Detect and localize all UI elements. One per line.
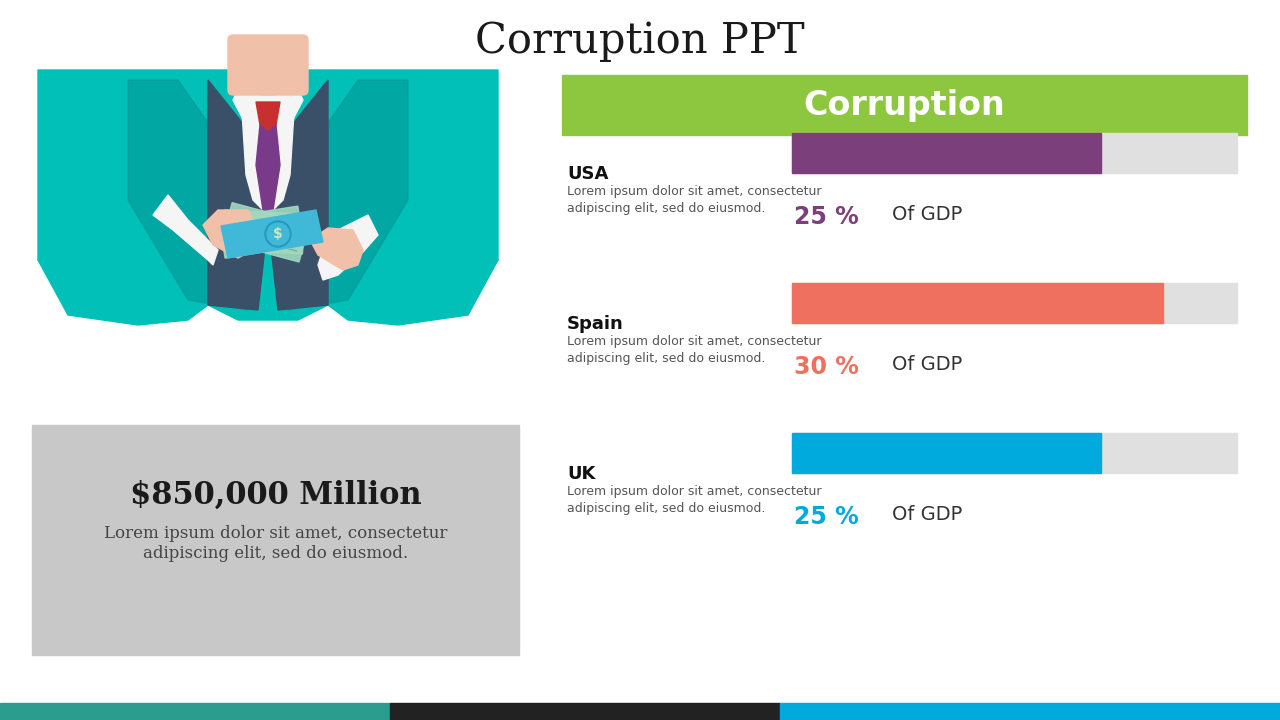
Circle shape bbox=[265, 221, 291, 247]
Text: Of GDP: Of GDP bbox=[892, 505, 963, 524]
Polygon shape bbox=[204, 210, 259, 258]
Polygon shape bbox=[128, 80, 248, 310]
Text: $850,000 Million: $850,000 Million bbox=[129, 480, 421, 511]
Bar bbox=[562, 75, 1247, 135]
Text: 30 %: 30 % bbox=[794, 355, 859, 379]
Bar bbox=[792, 433, 1101, 473]
Polygon shape bbox=[310, 228, 364, 270]
Polygon shape bbox=[233, 85, 268, 140]
Text: Of GDP: Of GDP bbox=[892, 205, 963, 224]
Polygon shape bbox=[262, 80, 328, 310]
Text: Of GDP: Of GDP bbox=[892, 355, 963, 374]
FancyBboxPatch shape bbox=[228, 35, 308, 95]
Bar bbox=[792, 433, 1236, 473]
Polygon shape bbox=[154, 195, 218, 265]
Text: Lorem ipsum dolor sit amet, consectetur
adipiscing elit, sed do eiusmod.: Lorem ipsum dolor sit amet, consectetur … bbox=[567, 335, 822, 365]
Bar bbox=[780, 703, 1280, 720]
Polygon shape bbox=[268, 85, 303, 140]
Bar bbox=[0, 703, 390, 720]
Polygon shape bbox=[221, 202, 310, 262]
Bar bbox=[792, 283, 1236, 323]
Bar bbox=[792, 133, 1101, 173]
Polygon shape bbox=[328, 260, 498, 325]
Text: USA: USA bbox=[567, 165, 608, 183]
Polygon shape bbox=[317, 215, 378, 280]
Bar bbox=[390, 703, 780, 720]
Polygon shape bbox=[219, 206, 305, 258]
Text: $: $ bbox=[273, 227, 283, 241]
Text: Corruption: Corruption bbox=[804, 89, 1005, 122]
Polygon shape bbox=[38, 70, 498, 320]
Text: Lorem ipsum dolor sit amet, consectetur
adipiscing elit, sed do eiusmod.: Lorem ipsum dolor sit amet, consectetur … bbox=[567, 485, 822, 515]
Polygon shape bbox=[241, 80, 296, 215]
Polygon shape bbox=[221, 210, 323, 258]
Ellipse shape bbox=[233, 55, 303, 95]
Text: Corruption PPT: Corruption PPT bbox=[475, 20, 805, 62]
Text: Spain: Spain bbox=[567, 315, 623, 333]
Polygon shape bbox=[256, 125, 280, 220]
Bar bbox=[792, 283, 1162, 323]
Text: Lorem ipsum dolor sit amet, consectetur
adipiscing elit, sed do eiusmod.: Lorem ipsum dolor sit amet, consectetur … bbox=[567, 185, 822, 215]
Text: 25 %: 25 % bbox=[794, 505, 859, 529]
Polygon shape bbox=[207, 80, 273, 310]
Bar bbox=[32, 425, 518, 655]
Polygon shape bbox=[256, 102, 280, 132]
Bar bbox=[792, 133, 1236, 173]
Text: 25 %: 25 % bbox=[794, 205, 859, 229]
Polygon shape bbox=[223, 210, 305, 254]
Text: Lorem ipsum dolor sit amet, consectetur
adipiscing elit, sed do eiusmod.: Lorem ipsum dolor sit amet, consectetur … bbox=[104, 525, 447, 562]
Text: UK: UK bbox=[567, 465, 595, 483]
Polygon shape bbox=[38, 260, 207, 325]
Polygon shape bbox=[288, 80, 408, 310]
Circle shape bbox=[268, 223, 289, 245]
